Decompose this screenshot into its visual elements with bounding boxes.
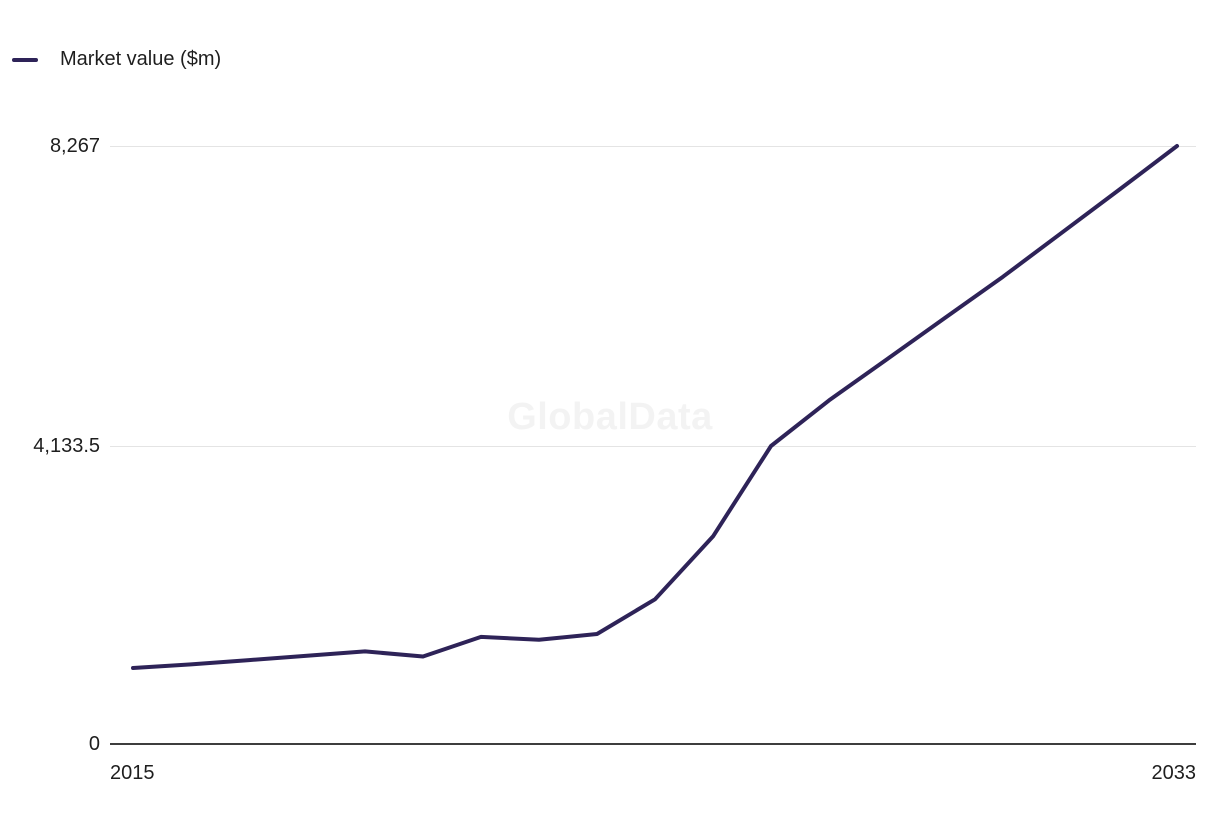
y-tick-label-mid: 4,133.5 — [33, 435, 100, 457]
legend-label: Market value ($m) — [60, 48, 222, 70]
watermark: GlobalData — [507, 396, 713, 438]
legend: Market value ($m) — [12, 48, 221, 71]
market-value-line — [131, 144, 1179, 670]
gridline-mid — [110, 446, 1196, 447]
x-tick-label-start: 2015 — [110, 762, 155, 784]
gridline-max — [110, 146, 1196, 147]
y-tick-label-max: 8,267 — [49, 135, 100, 157]
y-tick-label-min: 0 — [88, 733, 100, 755]
legend-line-swatch — [12, 57, 38, 62]
x-tick-label-end: 2033 — [1151, 762, 1197, 784]
x-axis-line — [110, 743, 1196, 745]
